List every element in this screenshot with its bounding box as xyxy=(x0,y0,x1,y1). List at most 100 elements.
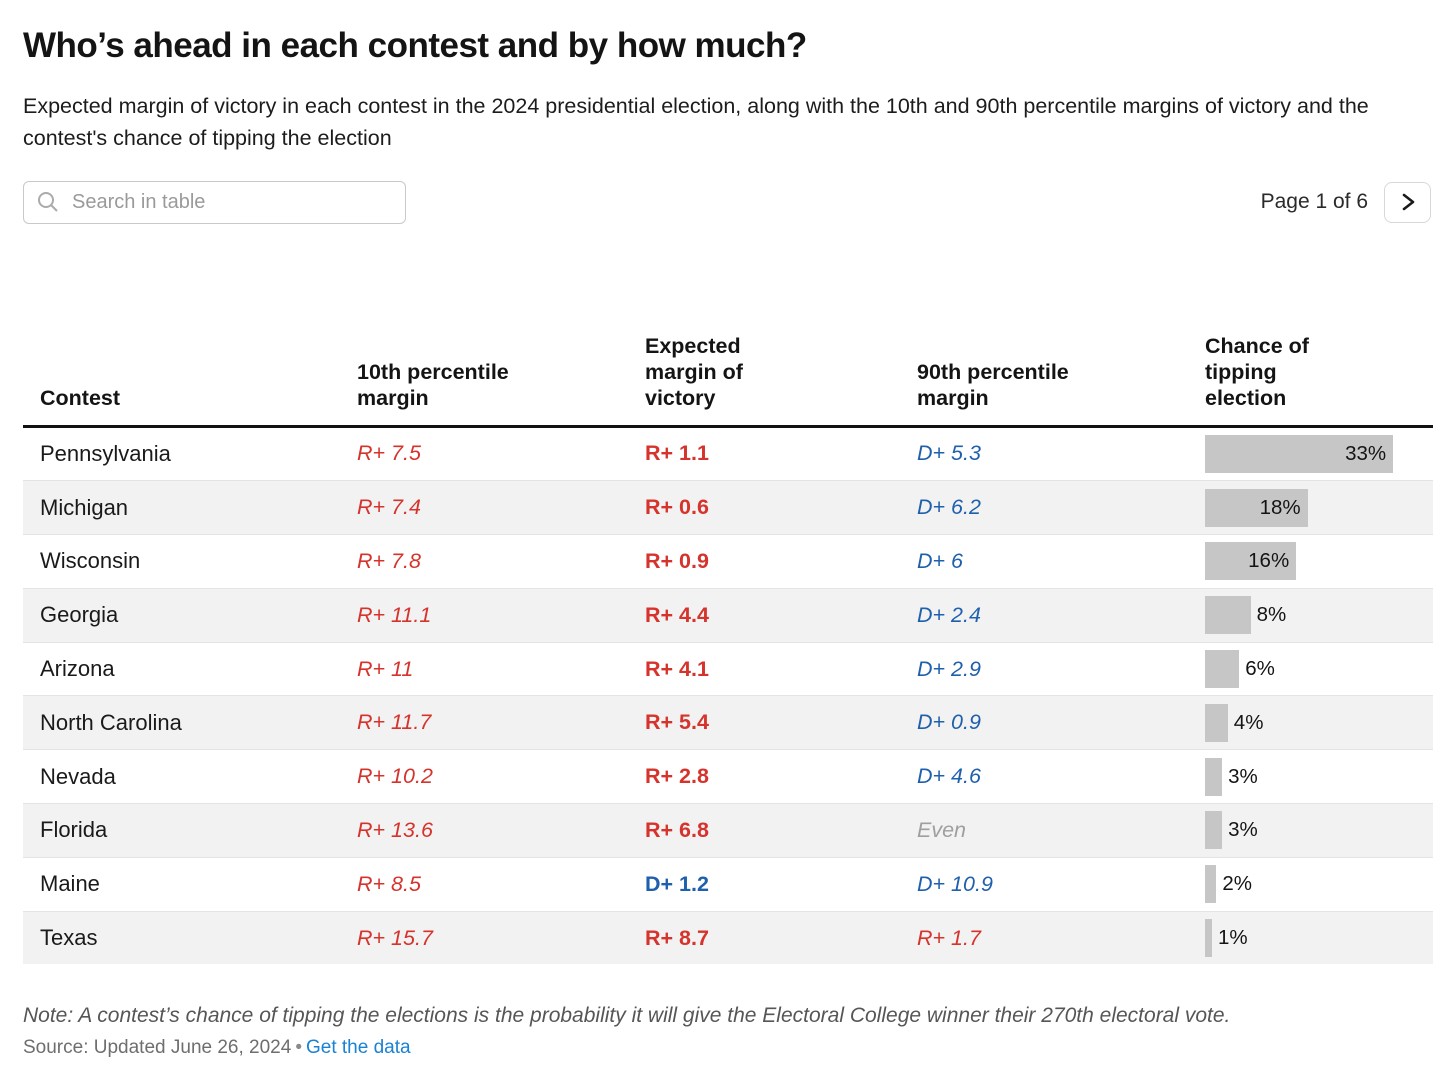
p90-margin: Even xyxy=(917,817,967,842)
p10-margin: R+ 15.7 xyxy=(357,925,433,950)
source-line: Source: Updated June 26, 2024 • Get the da… xyxy=(23,1037,1431,1059)
table-row: Wisconsin R+ 7.8 R+ 0.9 D+ 6 16% xyxy=(23,535,1433,589)
tip-chance-label: 6% xyxy=(1245,657,1275,681)
column-header-90th-percentile-margin[interactable]: 90th percentile margin xyxy=(917,359,1205,411)
table-row: Florida R+ 13.6 R+ 6.8 Even 3% xyxy=(23,804,1433,858)
tip-chance-bar: 18% xyxy=(1205,488,1308,527)
tip-chance-cell: 3% xyxy=(1205,804,1433,857)
contest-name: Arizona xyxy=(40,656,115,682)
column-header-10th-percentile-margin[interactable]: 10th percentile margin xyxy=(357,359,645,411)
expected-margin: R+ 4.4 xyxy=(645,602,709,627)
search-icon xyxy=(38,192,58,212)
contest-name: Georgia xyxy=(40,602,119,628)
expected-margin: R+ 0.9 xyxy=(645,548,709,573)
page-title: Who’s ahead in each contest and by how m… xyxy=(23,26,807,65)
table-header-row: Contest 10th percentile margin Expected ma… xyxy=(23,252,1433,428)
p10-margin: R+ 10.2 xyxy=(357,764,433,789)
expected-margin: R+ 5.4 xyxy=(645,710,709,735)
p90-margin: D+ 5.3 xyxy=(917,441,981,466)
tip-chance-label: 3% xyxy=(1228,764,1258,788)
table-body: Pennsylvania R+ 7.5 R+ 1.1 D+ 5.3 33% Michiga… xyxy=(23,428,1433,965)
p90-margin: D+ 0.9 xyxy=(917,710,981,735)
tip-chance-cell: 33% xyxy=(1205,428,1433,481)
get-data-link[interactable]: Get the data xyxy=(305,1037,411,1059)
page-indicator: Page 1 of 6 xyxy=(1260,190,1368,213)
expected-margin: R+ 1.1 xyxy=(645,441,709,466)
subtitle: Expected margin of victory in each conte… xyxy=(23,94,1369,151)
column-header-label: Contest xyxy=(40,386,121,411)
footnote: Note: A contest’s chance of tipping the … xyxy=(23,1004,1231,1028)
p10-margin: R+ 13.6 xyxy=(357,817,433,842)
contest-name: Pennsylvania xyxy=(40,440,171,466)
expected-margin: R+ 2.8 xyxy=(645,764,709,789)
expected-margin: D+ 1.2 xyxy=(645,871,709,896)
search-box[interactable] xyxy=(23,180,406,224)
contest-name: Maine xyxy=(40,871,100,897)
tip-chance-label: 3% xyxy=(1228,818,1258,842)
tip-chance-bar xyxy=(1205,650,1240,689)
contest-name: Michigan xyxy=(40,494,129,520)
p10-margin: R+ 7.8 xyxy=(357,548,421,573)
tip-chance-bar xyxy=(1205,919,1212,958)
table-row: Michigan R+ 7.4 R+ 0.6 D+ 6.2 18% xyxy=(23,481,1433,536)
bullet-separator: • xyxy=(295,1037,302,1059)
contest-name: Texas xyxy=(40,925,98,951)
table-row: North Carolina R+ 11.7 R+ 5.4 D+ 0.9 4% xyxy=(23,696,1433,751)
source-text: Source: Updated June 26, 2024 xyxy=(23,1037,292,1059)
tip-chance-cell: 3% xyxy=(1205,750,1433,803)
tip-chance-bar xyxy=(1205,865,1217,904)
p90-margin: D+ 6.2 xyxy=(917,495,981,520)
tip-chance-cell: 2% xyxy=(1205,858,1433,911)
tip-chance-bar: 33% xyxy=(1205,434,1394,473)
p90-margin: D+ 10.9 xyxy=(917,871,993,896)
tip-chance-bar: 16% xyxy=(1205,542,1297,581)
p90-margin: R+ 1.7 xyxy=(917,925,981,950)
tip-chance-bar xyxy=(1205,811,1223,850)
p10-margin: R+ 11 xyxy=(357,656,414,681)
tip-chance-label: 8% xyxy=(1256,603,1287,627)
expected-margin: R+ 0.6 xyxy=(645,495,709,520)
expected-margin: R+ 4.1 xyxy=(645,656,709,681)
p10-margin: R+ 7.4 xyxy=(357,495,421,520)
p90-margin: D+ 4.6 xyxy=(917,764,981,789)
tip-chance-bar xyxy=(1205,703,1228,742)
tip-chance-label: 2% xyxy=(1222,872,1253,896)
toolbar: Page 1 of 6 xyxy=(23,180,1431,224)
chevron-right-icon xyxy=(1402,193,1414,211)
table-row: Arizona R+ 11 R+ 4.1 D+ 2.9 6% xyxy=(23,643,1433,697)
p90-margin: D+ 2.9 xyxy=(917,656,981,681)
tip-chance-cell: 18% xyxy=(1205,481,1433,534)
contest-name: North Carolina xyxy=(40,709,182,735)
next-page-button[interactable] xyxy=(1384,181,1431,223)
table-row: Georgia R+ 11.1 R+ 4.4 D+ 2.4 8% xyxy=(23,588,1433,643)
p10-margin: R+ 11.1 xyxy=(357,602,432,627)
search-input[interactable] xyxy=(70,189,393,215)
p90-margin: D+ 6 xyxy=(917,548,964,573)
expected-margin: R+ 8.7 xyxy=(645,925,709,950)
column-header-chance-of-tipping-election[interactable]: Chance of tipping election xyxy=(1205,333,1433,412)
column-header-expected-margin-of-victory[interactable]: Expected margin of victory xyxy=(645,333,917,412)
contest-name: Wisconsin xyxy=(40,548,141,574)
tip-chance-label: 1% xyxy=(1218,926,1248,950)
tip-chance-cell: 1% xyxy=(1205,912,1433,965)
expected-margin: R+ 6.8 xyxy=(645,817,709,842)
table-row: Maine R+ 8.5 D+ 1.2 D+ 10.9 2% xyxy=(23,858,1433,912)
column-header-label: 10th percentile margin xyxy=(357,360,509,411)
column-header-label: Chance of tipping election xyxy=(1205,333,1309,411)
tip-chance-cell: 4% xyxy=(1205,696,1433,749)
column-header-contest[interactable]: Contest xyxy=(23,385,357,411)
tip-chance-cell: 16% xyxy=(1205,535,1433,588)
p10-margin: R+ 11.7 xyxy=(357,710,432,735)
pagination: Page 1 of 6 xyxy=(1260,181,1431,223)
column-header-label: 90th percentile margin xyxy=(917,360,1069,411)
table-row: Texas R+ 15.7 R+ 8.7 R+ 1.7 1% xyxy=(23,911,1433,965)
tip-chance-bar xyxy=(1205,596,1251,635)
contest-name: Nevada xyxy=(40,763,116,789)
table-row: Nevada R+ 10.2 R+ 2.8 D+ 4.6 3% xyxy=(23,750,1433,805)
tip-chance-cell: 8% xyxy=(1205,589,1433,642)
tip-chance-bar xyxy=(1205,757,1223,796)
tip-chance-cell: 6% xyxy=(1205,643,1433,696)
column-header-label: Expected margin of victory xyxy=(645,333,743,411)
contest-name: Florida xyxy=(40,817,108,843)
